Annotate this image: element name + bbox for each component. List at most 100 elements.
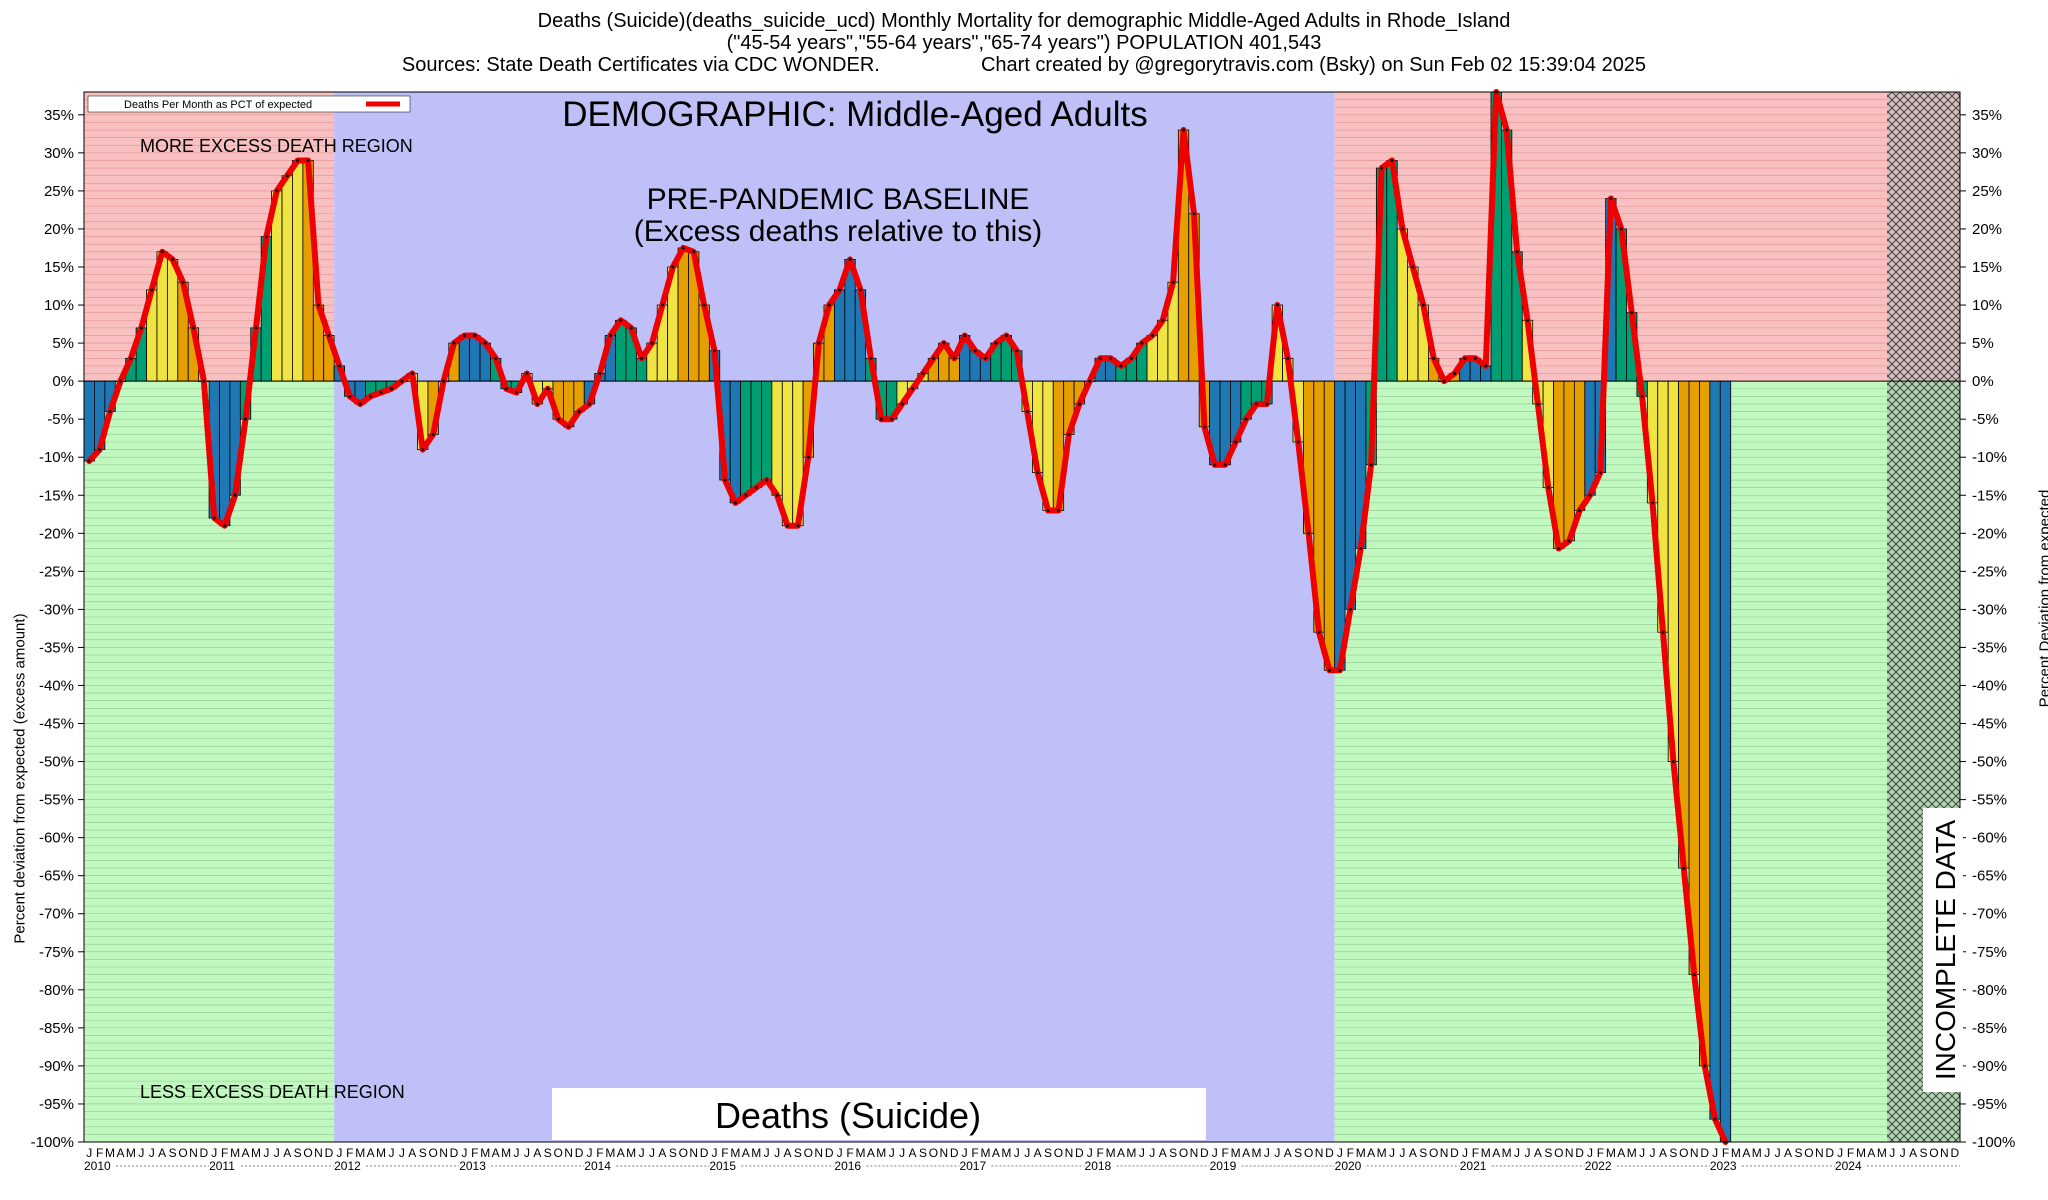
point-60 <box>713 349 717 353</box>
xtick-month-label: D <box>825 1146 834 1160</box>
point-93 <box>1056 508 1060 512</box>
point-149 <box>1640 394 1644 398</box>
credit-text: Chart created by @gregorytravis.com (Bsk… <box>980 54 1647 76</box>
point-111 <box>1244 417 1248 421</box>
xtick-month-label: M <box>1231 1146 1241 1160</box>
point-14 <box>233 493 237 497</box>
xtick-year-label: 2020 <box>1335 1159 1362 1173</box>
bar-86 <box>979 357 992 382</box>
xtick-month-label: J <box>1139 1146 1145 1160</box>
ytick-label-left: -90% <box>39 1058 74 1075</box>
xtick-month-label: A <box>1784 1146 1792 1160</box>
point-86 <box>984 356 988 360</box>
point-94 <box>1067 432 1071 436</box>
point-129 <box>1432 356 1436 360</box>
point-137 <box>1515 250 1519 254</box>
xtick-month-label: N <box>1065 1146 1074 1160</box>
point-50 <box>608 333 612 337</box>
xtick-month-label: N <box>564 1146 573 1160</box>
ytick-label-right: -45% <box>1972 716 2007 733</box>
xtick-month-label: O <box>303 1146 312 1160</box>
point-136 <box>1505 128 1509 132</box>
xtick-month-label: J <box>889 1146 895 1160</box>
ytick-label-right: 30% <box>1972 145 2002 162</box>
xtick-month-label: J <box>1024 1146 1030 1160</box>
ytick-label-left: -70% <box>39 906 74 923</box>
xtick-month-label: S <box>169 1146 177 1160</box>
point-79 <box>911 387 915 391</box>
point-28 <box>379 391 383 395</box>
ytick-label-left: 10% <box>44 297 74 314</box>
xtick-month-label: J <box>274 1146 280 1160</box>
xtick-month-label: A <box>867 1146 875 1160</box>
xtick-month-label: J <box>1274 1146 1280 1160</box>
more-excess-region-label: MORE EXCESS DEATH REGION <box>140 136 413 156</box>
xtick-month-label: D <box>450 1146 459 1160</box>
bar-155 <box>1699 380 1711 1067</box>
point-24 <box>337 364 341 368</box>
point-126 <box>1400 227 1404 231</box>
xtick-month-label: M <box>1856 1146 1866 1160</box>
xtick-month-label: A <box>617 1146 625 1160</box>
ytick-label-right: -70% <box>1972 906 2007 923</box>
point-48 <box>587 402 591 406</box>
xtick-month-label: A <box>1867 1146 1875 1160</box>
point-47 <box>577 410 581 414</box>
bar-37 <box>469 335 481 382</box>
ytick-label-right: -80% <box>1972 982 2007 999</box>
xtick-month-label: J <box>1087 1146 1093 1160</box>
cause-box <box>552 1088 1206 1140</box>
point-121 <box>1348 607 1352 611</box>
point-45 <box>556 417 560 421</box>
point-27 <box>369 394 373 398</box>
point-46 <box>567 425 571 429</box>
xtick-month-label: A <box>1409 1146 1417 1160</box>
xtick-month-label: S <box>669 1146 677 1160</box>
xtick-month-label: D <box>1075 1146 1084 1160</box>
ytick-label-left: 25% <box>44 183 74 200</box>
xtick-month-label: S <box>544 1146 552 1160</box>
point-109 <box>1223 463 1227 467</box>
xtick-year-label: 2015 <box>709 1159 736 1173</box>
xtick-month-label: J <box>461 1146 467 1160</box>
xtick-month-label: M <box>981 1146 991 1160</box>
xtick-month-label: D <box>1325 1146 1334 1160</box>
ytick-label-left: -30% <box>39 601 74 618</box>
xtick-month-label: F <box>596 1146 603 1160</box>
ytick-label-left: -45% <box>39 716 74 733</box>
bar-20 <box>292 160 304 382</box>
xtick-year-label: 2018 <box>1085 1159 1112 1173</box>
xtick-month-label: M <box>751 1146 761 1160</box>
xtick-month-label: J <box>1650 1146 1656 1160</box>
point-145 <box>1598 470 1602 474</box>
xtick-month-label: O <box>428 1146 437 1160</box>
point-83 <box>952 356 956 360</box>
bar-102 <box>1146 335 1158 382</box>
xtick-month-label: N <box>1690 1146 1699 1160</box>
point-147 <box>1619 227 1623 231</box>
xtick-month-label: A <box>1159 1146 1167 1160</box>
ytick-label-right: 0% <box>1972 373 1994 390</box>
bar-156 <box>1709 380 1721 1120</box>
xtick-month-label: J <box>764 1146 770 1160</box>
point-151 <box>1661 630 1665 634</box>
point-105 <box>1182 128 1186 132</box>
point-20 <box>296 158 300 162</box>
point-54 <box>650 341 654 345</box>
point-7 <box>160 250 164 254</box>
xtick-month-label: F <box>1222 1146 1229 1160</box>
ytick-label-right: -15% <box>1972 487 2007 504</box>
xtick-month-label: F <box>1347 1146 1354 1160</box>
ytick-label-left: -60% <box>39 830 74 847</box>
point-49 <box>598 372 602 376</box>
point-114 <box>1275 303 1279 307</box>
xtick-year-label: 2017 <box>959 1159 986 1173</box>
xtick-month-label: M <box>501 1146 511 1160</box>
ytick-label-left: -100% <box>31 1134 74 1151</box>
bar-120 <box>1334 380 1346 671</box>
xtick-month-label: A <box>992 1146 1000 1160</box>
demographic-label: DEMOGRAPHIC: Middle-Aged Adults <box>562 95 1147 134</box>
cause-label: Deaths (Suicide) <box>715 1095 981 1136</box>
xtick-year-label: 2022 <box>1585 1159 1612 1173</box>
xtick-month-label: A <box>116 1146 124 1160</box>
